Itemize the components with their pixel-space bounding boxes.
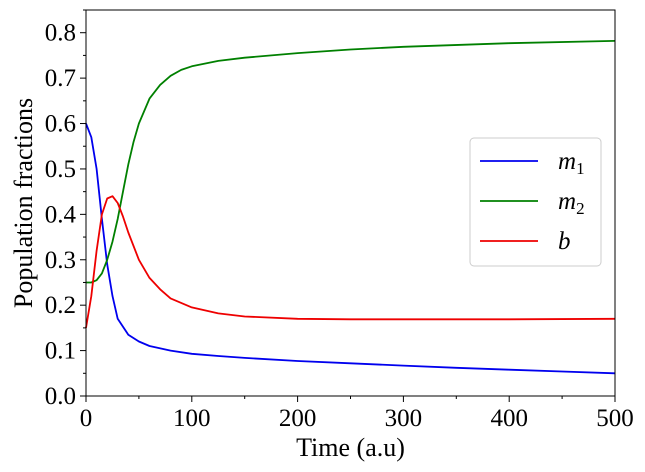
y-axis-title: Population fractions — [9, 98, 38, 308]
y-tick-label: 0.7 — [45, 65, 76, 92]
x-axis-title: Time (a.u) — [296, 433, 405, 462]
x-tick-label: 400 — [490, 405, 528, 432]
x-axis: 0 100 200 300 400 500 — [80, 396, 634, 432]
legend-label-m2: m2 — [558, 188, 585, 218]
series-line-m2 — [86, 40, 616, 284]
y-axis: 0.0 0.1 0.2 0.3 0.4 0.5 0.6 0.7 0.8 — [45, 9, 86, 410]
plot-lines — [85, 40, 616, 375]
x-tick-label: 500 — [596, 405, 634, 432]
y-tick-label: 0.4 — [45, 201, 77, 228]
x-tick-label: 200 — [279, 405, 317, 432]
series-line-m1 — [85, 123, 616, 375]
legend: m1 m2 b — [469, 137, 602, 267]
x-tick-label: 100 — [173, 405, 211, 432]
y-tick-label: 0.1 — [45, 338, 76, 365]
series-line-b — [85, 195, 616, 329]
y-tick-label: 0.8 — [45, 20, 76, 47]
y-tick-label: 0.5 — [45, 156, 76, 183]
legend-label-m1: m1 — [558, 148, 585, 178]
x-tick-label: 0 — [80, 405, 93, 432]
x-tick-label: 300 — [385, 405, 423, 432]
y-tick-label: 0.6 — [45, 111, 76, 138]
legend-box — [469, 137, 602, 267]
y-tick-label: 0.3 — [45, 247, 76, 274]
legend-label-b: b — [558, 228, 571, 255]
y-tick-label: 0.0 — [45, 383, 76, 410]
y-tick-label: 0.2 — [45, 292, 76, 319]
